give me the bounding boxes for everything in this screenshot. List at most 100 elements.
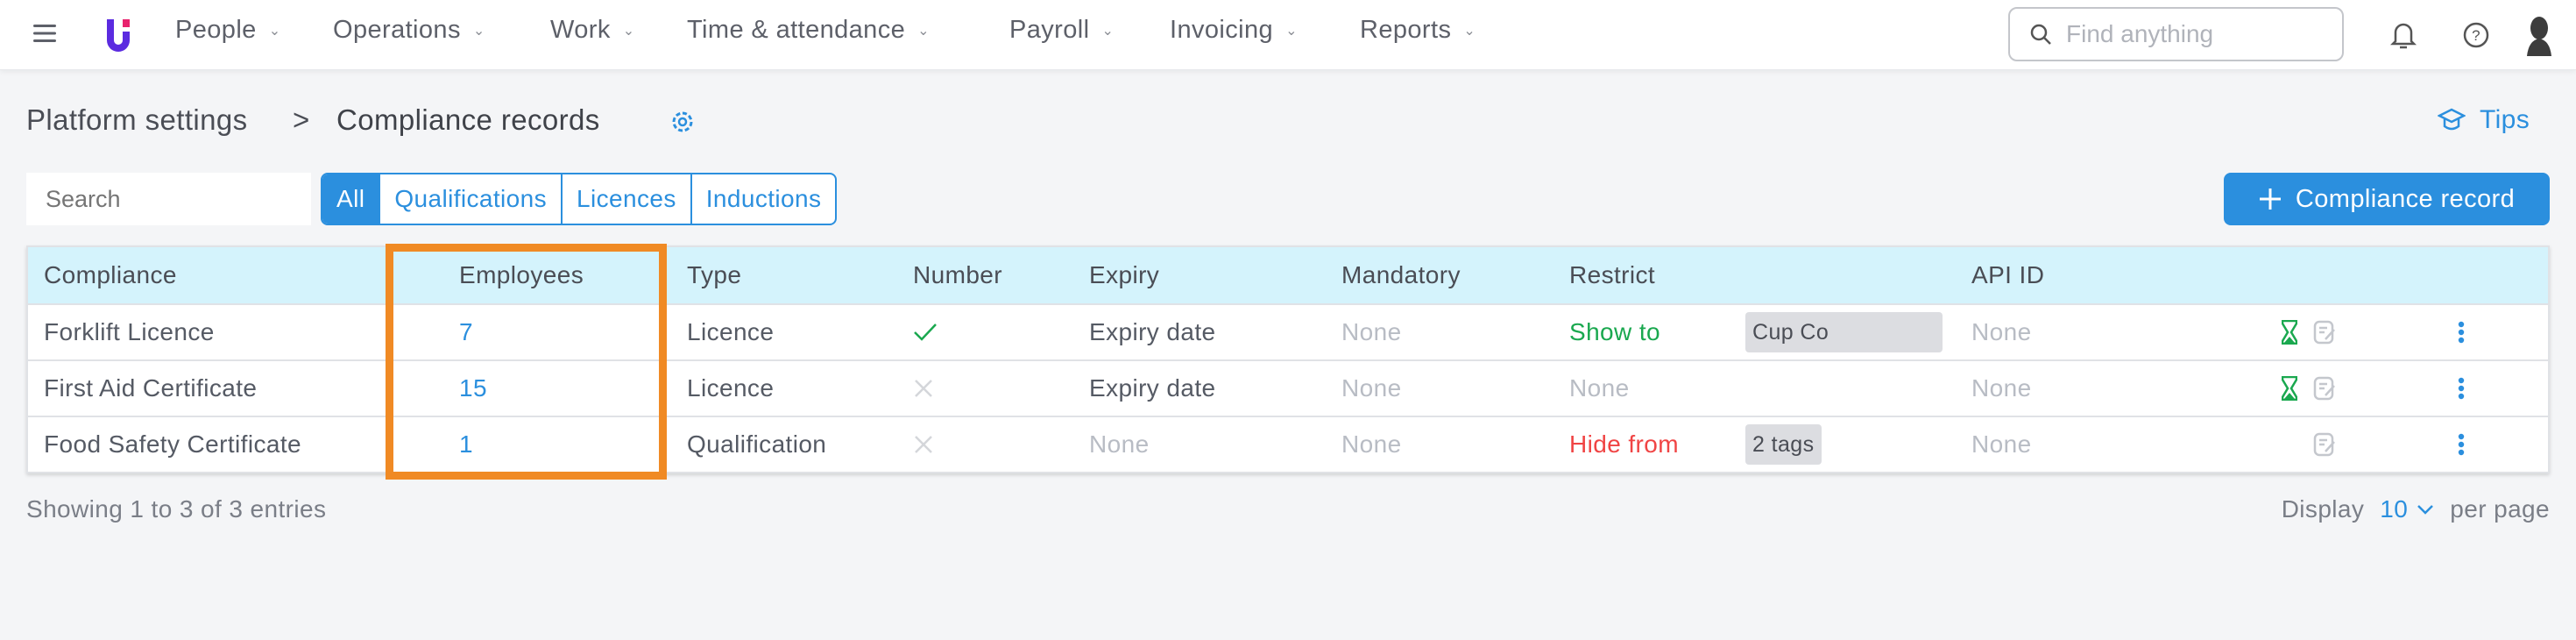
mandatory-cell: None <box>1341 430 1402 458</box>
row-actions-menu[interactable] <box>2438 321 2550 344</box>
restrict-tag[interactable]: Cup Co <box>1745 312 1943 352</box>
table-row: Food Safety Certificate 1 Qualification … <box>28 416 2548 472</box>
nav-item-operations[interactable]: Operations ⌄ <box>333 16 485 45</box>
nav-item-work[interactable]: Work ⌄ <box>550 16 635 45</box>
mandatory-cell: None <box>1341 374 1402 402</box>
row-status-icons <box>2271 432 2438 457</box>
gear-icon[interactable] <box>669 109 696 139</box>
nav-item-reports[interactable]: Reports ⌄ <box>1360 16 1476 45</box>
compliance-table: Compliance Employees Type Number Expiry Manda… <box>26 245 2550 473</box>
nav-item-label: Operations <box>333 16 461 44</box>
tips-link[interactable]: Tips <box>2438 105 2530 135</box>
svg-text:?: ? <box>2472 27 2480 44</box>
search-input[interactable] <box>26 173 311 225</box>
edit-note-icon[interactable] <box>2313 432 2336 457</box>
add-compliance-record-button[interactable]: Compliance record <box>2224 173 2550 225</box>
chevron-down-icon: ⌄ <box>917 23 930 39</box>
top-nav: People ⌄ Operations ⌄ Work ⌄ Time & attendance… <box>0 0 2576 70</box>
api-id-cell: None <box>1971 374 2032 402</box>
search-icon <box>2030 24 2051 45</box>
table-header: Compliance Employees Type Number Expiry Manda… <box>28 247 2548 303</box>
global-search-input[interactable] <box>2066 20 2329 48</box>
column-header[interactable]: Type <box>687 261 742 288</box>
add-button-label: Compliance record <box>2295 184 2516 213</box>
employees-count-link[interactable]: 15 <box>459 374 487 402</box>
nav-item-payroll[interactable]: Payroll ⌄ <box>1009 16 1114 45</box>
row-actions-menu[interactable] <box>2438 433 2550 456</box>
more-vertical-icon[interactable] <box>2458 433 2465 456</box>
employees-count-link[interactable]: 1 <box>459 430 473 458</box>
column-header[interactable]: Number <box>913 261 1002 288</box>
type-cell: Licence <box>687 374 775 402</box>
number-cell <box>897 434 1072 455</box>
column-header[interactable]: Mandatory <box>1341 261 1461 288</box>
employees-count-link[interactable]: 7 <box>459 318 473 345</box>
restrict-tag[interactable]: 2 tags <box>1745 424 1822 465</box>
tab-inductions[interactable]: Inductions <box>690 174 836 224</box>
global-search[interactable] <box>2008 7 2344 61</box>
column-header[interactable]: Compliance <box>44 261 177 288</box>
type-cell: Licence <box>687 318 775 345</box>
column-header[interactable]: Employees <box>459 261 584 288</box>
nav-item-people[interactable]: People ⌄ <box>175 16 281 45</box>
tab-qualifications[interactable]: Qualifications <box>379 174 561 224</box>
api-id-cell: None <box>1971 430 2032 458</box>
number-cell <box>897 323 1072 342</box>
nav-item-label: Payroll <box>1009 16 1090 44</box>
expiry-cell: Expiry date <box>1089 374 1216 402</box>
page-title: Compliance records <box>336 103 600 136</box>
row-status-icons <box>2271 320 2438 345</box>
nav-item-time-attendance[interactable]: Time & attendance ⌄ <box>687 16 930 45</box>
check-icon <box>914 324 937 341</box>
nav-item-invoicing[interactable]: Invoicing ⌄ <box>1170 16 1298 45</box>
logo[interactable] <box>103 18 133 57</box>
expiry-cell: None <box>1089 430 1150 458</box>
per-page-select[interactable]: 10 <box>2380 495 2434 523</box>
nav-item-label: People <box>175 16 257 44</box>
cross-icon <box>915 436 932 453</box>
edit-note-icon[interactable] <box>2313 320 2336 345</box>
hourglass-icon[interactable] <box>2282 376 2297 401</box>
display-label: Display <box>2281 495 2365 523</box>
tab-all[interactable]: All <box>322 174 379 224</box>
edit-note-icon[interactable] <box>2313 376 2336 401</box>
restrict-cell: Show to <box>1569 318 1660 345</box>
breadcrumb-separator-icon: > <box>293 103 310 136</box>
chevron-down-icon: ⌄ <box>1463 23 1476 39</box>
nav-item-label: Invoicing <box>1170 16 1274 44</box>
compliance-name[interactable]: First Aid Certificate <box>44 374 258 402</box>
compliance-name[interactable]: Food Safety Certificate <box>44 430 301 458</box>
entries-summary: Showing 1 to 3 of 3 entries <box>26 495 327 523</box>
more-vertical-icon[interactable] <box>2458 321 2465 344</box>
chevron-down-icon: ⌄ <box>1285 23 1298 39</box>
breadcrumb-parent[interactable]: Platform settings <box>26 103 248 136</box>
chevron-down-icon <box>2417 505 2434 515</box>
column-header[interactable]: Expiry <box>1089 261 1160 288</box>
column-header[interactable]: Restrict <box>1569 261 1656 288</box>
chevron-down-icon: ⌄ <box>622 23 635 39</box>
hourglass-icon[interactable] <box>2282 320 2297 345</box>
nav-item-label: Time & attendance <box>687 16 906 44</box>
chevron-down-icon: ⌄ <box>1101 23 1115 39</box>
compliance-name[interactable]: Forklift Licence <box>44 318 215 345</box>
help-icon[interactable]: ? <box>2462 21 2490 53</box>
plus-icon <box>2259 188 2281 210</box>
restrict-cell: Hide from <box>1569 430 1679 458</box>
type-filter-tabs: All Qualifications Licences Inductions <box>321 173 838 225</box>
mandatory-cell: None <box>1341 318 1402 345</box>
chevron-down-icon: ⌄ <box>472 23 485 39</box>
tab-licences[interactable]: Licences <box>561 174 690 224</box>
more-vertical-icon[interactable] <box>2458 377 2465 400</box>
tips-label: Tips <box>2480 105 2530 134</box>
row-actions-menu[interactable] <box>2438 377 2550 400</box>
bell-icon[interactable] <box>2389 19 2417 53</box>
type-cell: Qualification <box>687 430 827 458</box>
per-page-label: per page <box>2450 495 2550 523</box>
table-row: First Aid Certificate 15 Licence Expiry … <box>28 359 2548 416</box>
restrict-tag-cell: Cup Co <box>1737 312 1956 352</box>
chevron-down-icon: ⌄ <box>268 23 281 39</box>
per-page-value: 10 <box>2380 495 2409 523</box>
column-header[interactable]: API ID <box>1971 261 2045 288</box>
hamburger-menu-icon[interactable] <box>33 23 56 48</box>
avatar[interactable] <box>2525 16 2553 60</box>
